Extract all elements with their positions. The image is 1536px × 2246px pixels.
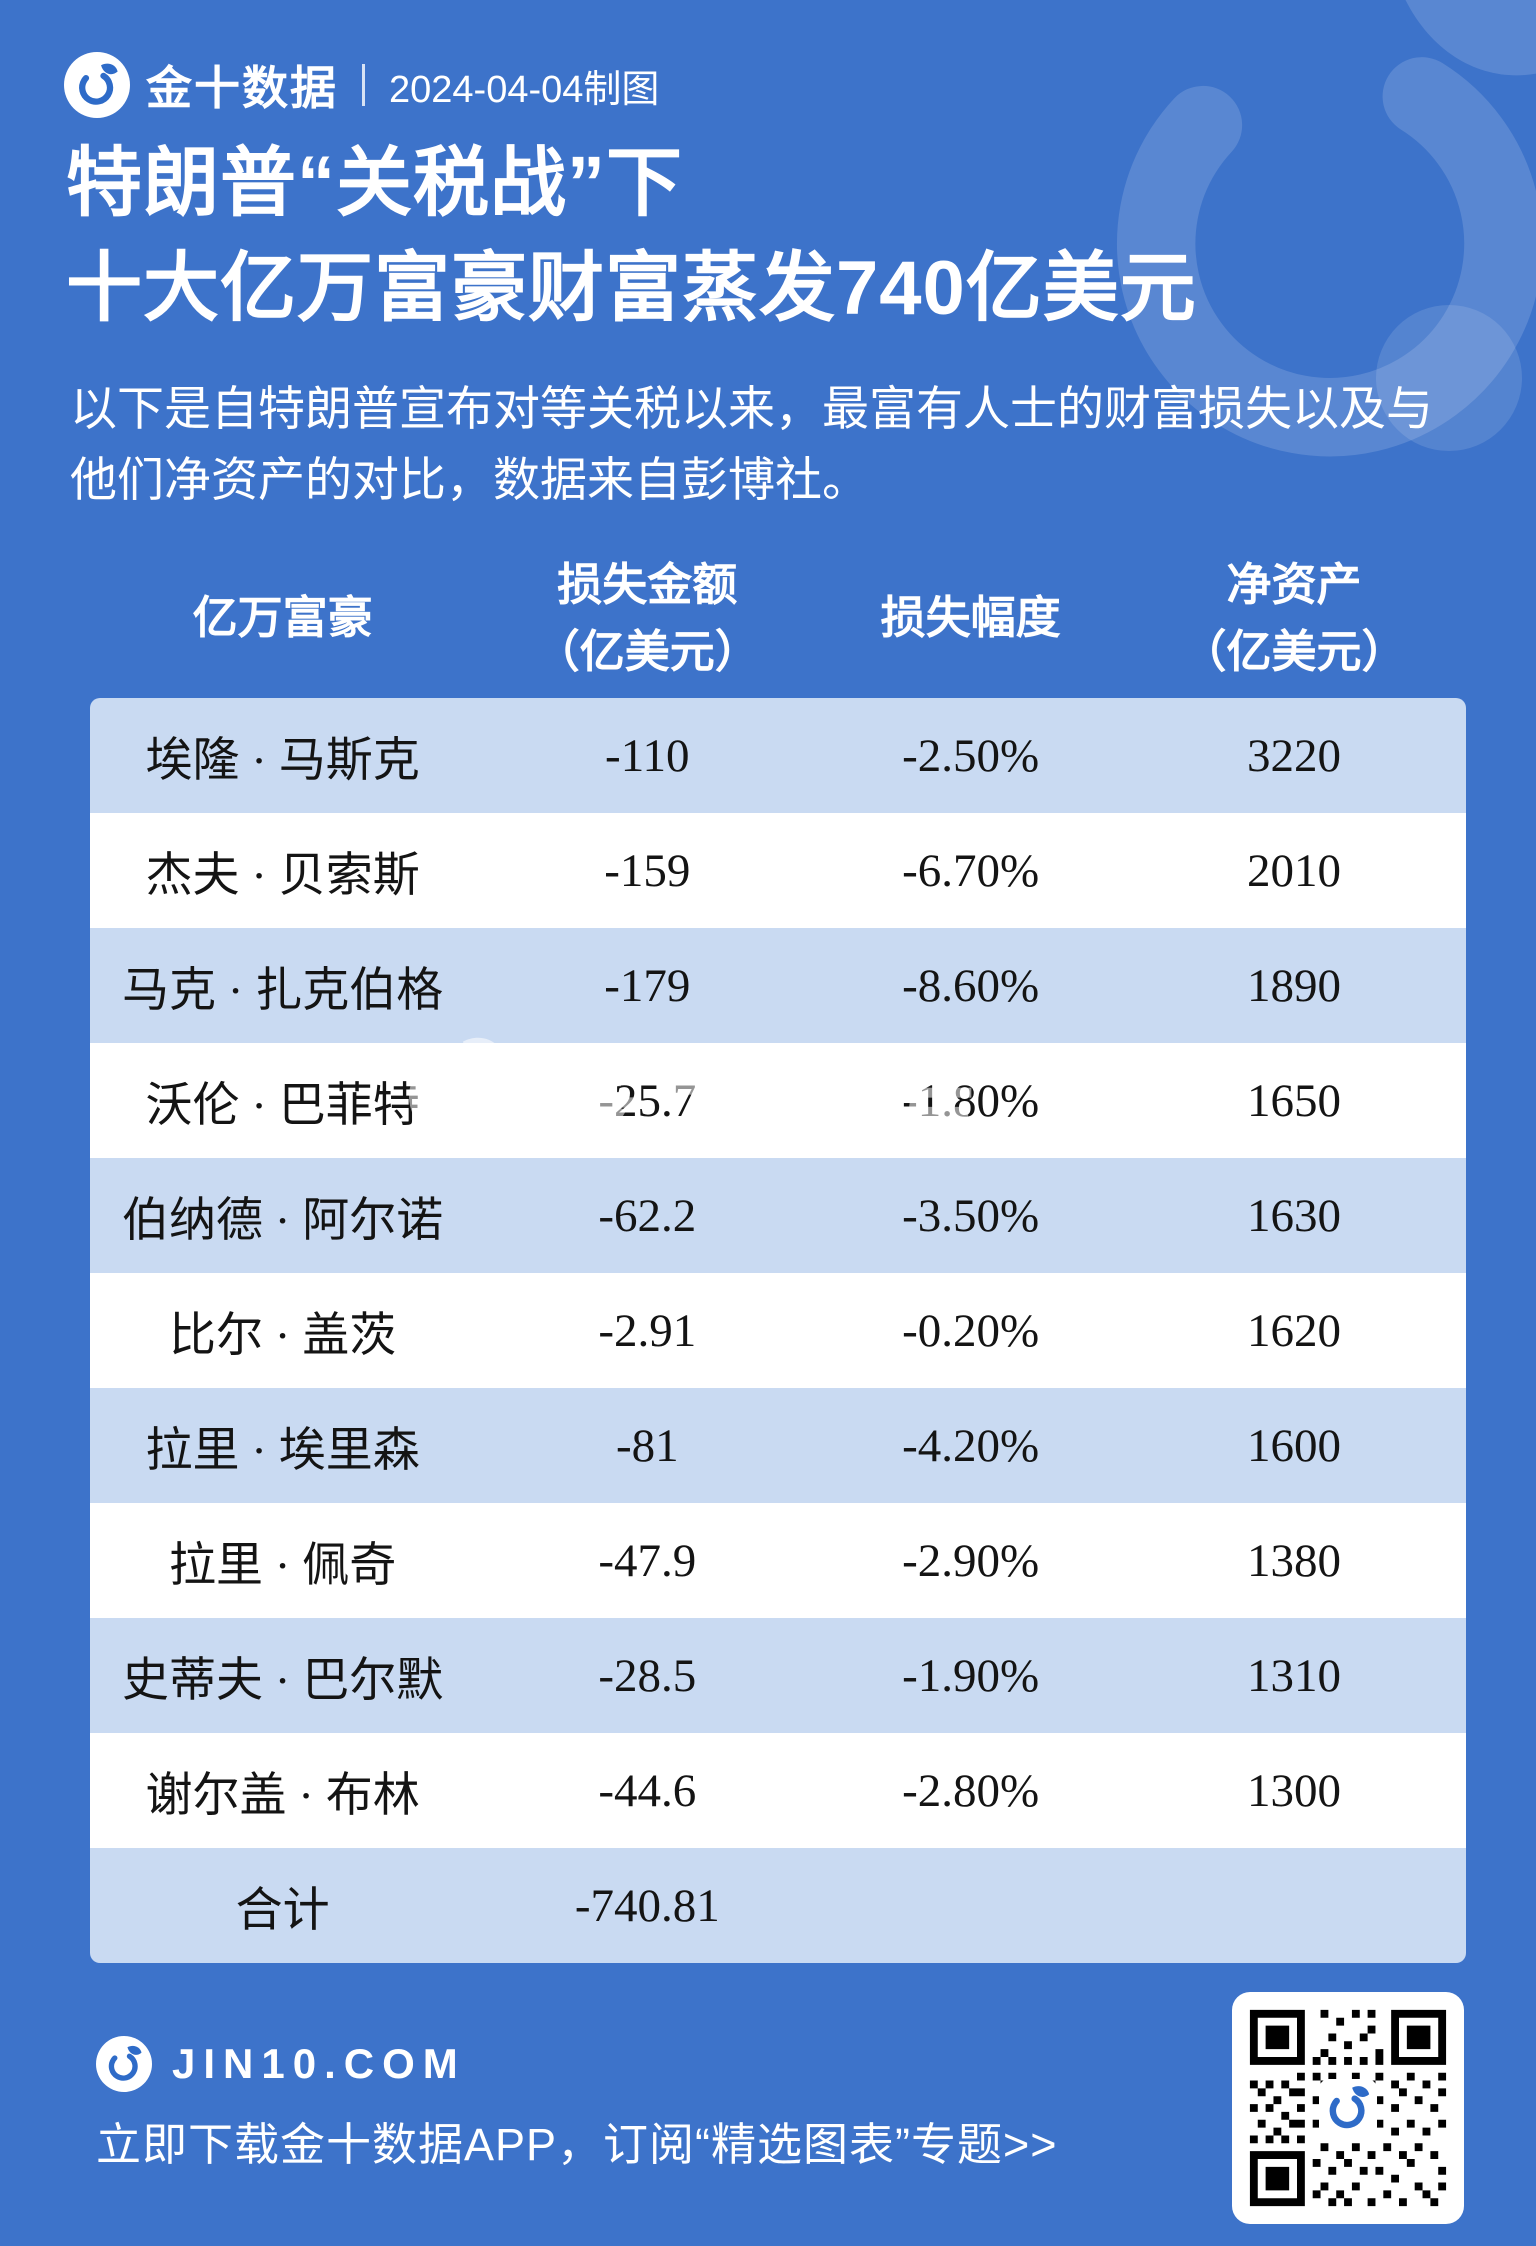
loss-percent: -1.80%	[902, 1074, 1040, 1127]
table-body: 埃隆 · 马斯克 -110 -2.50% 3220 杰夫 · 贝索斯 -159 …	[90, 698, 1466, 1848]
net-worth: 1630	[1246, 1189, 1341, 1242]
corner-circle-decoration	[1376, 305, 1522, 451]
qr-code	[1232, 1992, 1464, 2224]
loss-amount: -62.2	[598, 1189, 697, 1242]
loss-amount: -159	[604, 844, 691, 897]
table-row: 沃伦 · 巴菲特 -25.7 -1.80% 1650	[90, 1043, 1466, 1158]
net-worth: 1620	[1246, 1304, 1341, 1357]
loss-percent: -1.90%	[902, 1649, 1040, 1702]
title-line2: 十大亿万富豪财富蒸发740亿美元	[66, 245, 1197, 331]
table-row: 史蒂夫 · 巴尔默 -28.5 -1.90% 1310	[90, 1618, 1466, 1733]
billionaire-name: 沃伦 · 巴菲特	[145, 1080, 420, 1132]
brand-name: 金十数据	[146, 62, 338, 114]
net-worth: 1650	[1246, 1074, 1341, 1127]
table-row: 伯纳德 · 阿尔诺 -62.2 -3.50% 1630	[90, 1158, 1466, 1273]
net-worth: 2010	[1246, 844, 1341, 897]
loss-amount: -44.6	[598, 1764, 697, 1817]
loss-percent: -6.70%	[902, 844, 1040, 897]
loss-amount: -28.5	[598, 1649, 697, 1702]
table-header-row: 亿万富豪 损失金额 （亿美元） 损失幅度 净资产 （亿美元）	[90, 540, 1466, 698]
net-worth: 1380	[1246, 1534, 1341, 1587]
table-row: 埃隆 · 马斯克 -110 -2.50% 3220	[90, 698, 1466, 813]
loss-amount: -2.91	[598, 1304, 697, 1357]
loss-percent: -2.90%	[902, 1534, 1040, 1587]
billionaire-name: 比尔 · 盖茨	[169, 1310, 397, 1362]
total-label: 合计	[235, 1885, 330, 1937]
billionaire-name: 拉里 · 埃里森	[145, 1425, 420, 1477]
loss-amount: -81	[615, 1419, 679, 1472]
col-header-loss-amount: 损失金额 （亿美元）	[534, 559, 760, 678]
col-header-loss-percent: 损失幅度	[880, 593, 1061, 644]
header-divider	[362, 64, 365, 106]
billionaire-name: 埃隆 · 马斯克	[145, 735, 420, 787]
footer-logo-icon	[96, 2036, 152, 2092]
loss-percent: -2.50%	[902, 729, 1040, 782]
table-row: 谢尔盖 · 布林 -44.6 -2.80% 1300	[90, 1733, 1466, 1848]
loss-amount: -110	[605, 729, 690, 782]
billionaire-name: 伯纳德 · 阿尔诺	[122, 1195, 444, 1247]
jin10-logo-icon	[64, 52, 130, 118]
loss-amount: -25.7	[598, 1074, 697, 1127]
billionaire-name: 谢尔盖 · 布林	[145, 1770, 420, 1822]
date-label: 2024-04-04制图	[389, 68, 660, 111]
table-total-row: 合计 -740.81	[90, 1848, 1466, 1963]
billionaire-name: 马克 · 扎克伯格	[122, 965, 444, 1017]
col-header-billionaire: 亿万富豪	[192, 593, 373, 644]
total-loss-amount: -740.81	[574, 1879, 720, 1932]
loss-amount: -47.9	[598, 1534, 697, 1587]
loss-percent: -0.20%	[902, 1304, 1040, 1357]
page-title: 特朗普“关税战”下 十大亿万富豪财富蒸发740亿美元	[66, 132, 1197, 342]
download-cta: 立即下载金十数据APP，订阅“精选图表”专题>>	[96, 2119, 1058, 2170]
net-worth: 1310	[1246, 1649, 1341, 1702]
title-line1: 特朗普“关税战”下	[66, 141, 683, 226]
billionaire-loss-table: 亿万富豪 损失金额 （亿美元） 损失幅度 净资产 （亿美元） 埃隆 · 马斯克 …	[90, 540, 1466, 1963]
col-header-net-worth: 净资产 （亿美元）	[1181, 559, 1407, 678]
table-row: 拉里 · 佩奇 -47.9 -2.90% 1380	[90, 1503, 1466, 1618]
qr-center-logo-icon	[1319, 2079, 1377, 2137]
table-row: 拉里 · 埃里森 -81 -4.20% 1600	[90, 1388, 1466, 1503]
billionaire-name: 拉里 · 佩奇	[169, 1540, 397, 1592]
loss-amount: -179	[604, 959, 691, 1012]
net-worth: 1600	[1246, 1419, 1341, 1472]
table-row: 马克 · 扎克伯格 -179 -8.60% 1890	[90, 928, 1466, 1043]
loss-percent: -2.80%	[902, 1764, 1040, 1817]
billionaire-name: 杰夫 · 贝索斯	[145, 850, 420, 902]
net-worth: 1300	[1246, 1764, 1341, 1817]
net-worth: 1890	[1246, 959, 1341, 1012]
table-row: 比尔 · 盖茨 -2.91 -0.20% 1620	[90, 1273, 1466, 1388]
table-row: 杰夫 · 贝索斯 -159 -6.70% 2010	[90, 813, 1466, 928]
subtitle: 以下是自特朗普宣布对等关税以来，最富有人士的财富损失以及与他们净资产的对比，数据…	[70, 382, 1433, 506]
footer-site-row: JIN10.COM	[96, 2036, 466, 2092]
billionaire-name: 史蒂夫 · 巴尔默	[122, 1655, 444, 1707]
loss-percent: -8.60%	[902, 959, 1040, 1012]
net-worth: 3220	[1246, 729, 1341, 782]
loss-percent: -3.50%	[902, 1189, 1040, 1242]
loss-percent: -4.20%	[902, 1419, 1040, 1472]
site-url: JIN10.COM	[172, 2040, 466, 2087]
brand-header: 金十数据 2024-04-04制图	[64, 52, 659, 118]
